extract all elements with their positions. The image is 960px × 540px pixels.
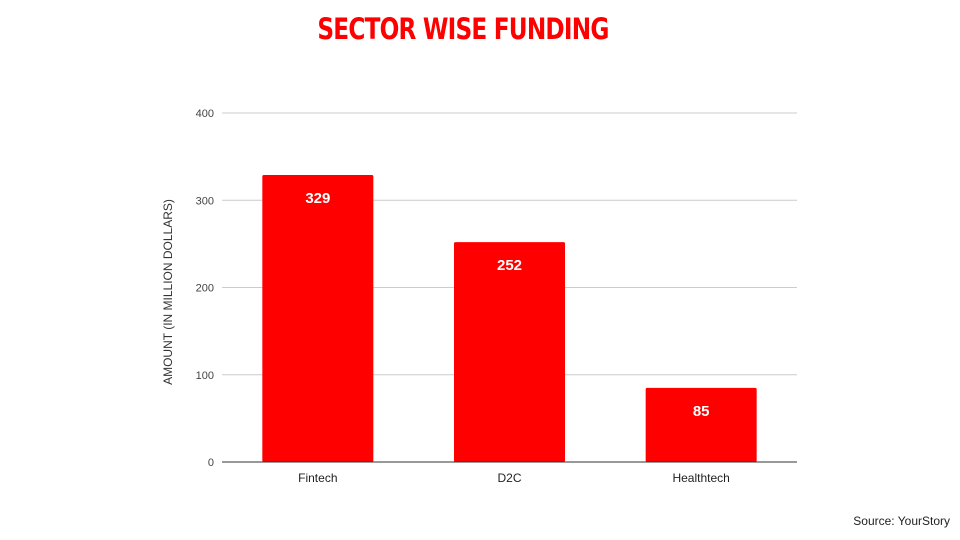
bar-healthtech <box>645 387 757 462</box>
x-tick-label: D2C <box>497 471 521 485</box>
x-axis-ticks: Fintech D2C Healthtech <box>298 471 730 485</box>
y-tick-label: 100 <box>196 370 214 382</box>
data-label: 252 <box>497 257 522 274</box>
source-note: Source: YourStory <box>853 514 950 528</box>
y-tick-label: 0 <box>208 457 214 469</box>
y-tick-label: 400 <box>196 108 214 120</box>
y-tick-label: 200 <box>196 283 214 295</box>
x-tick-label: Fintech <box>298 471 337 485</box>
data-label: 85 <box>693 403 710 420</box>
chart-title: SECTOR WISE FUNDING <box>317 12 609 46</box>
data-label: 329 <box>305 190 330 207</box>
y-axis-label: AMOUNT (IN MILLION DOLLARS) <box>161 199 175 385</box>
x-tick-label: Healthtech <box>672 471 729 485</box>
bars: 329 252 85 <box>262 174 757 462</box>
y-axis-ticks: 0 100 200 300 400 <box>196 108 214 469</box>
y-tick-label: 300 <box>196 195 214 207</box>
bar-fintech <box>262 174 374 462</box>
bar-d2c <box>454 242 565 462</box>
